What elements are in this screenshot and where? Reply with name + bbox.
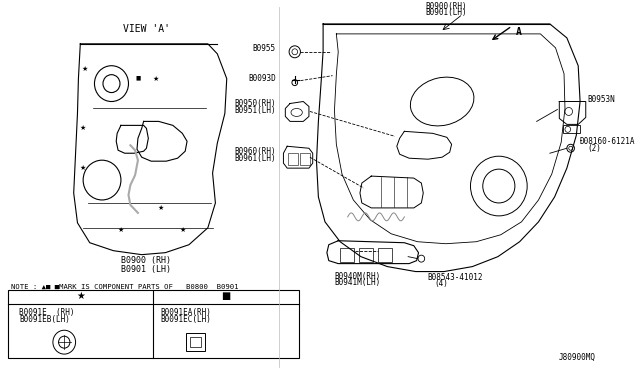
Text: B0953N: B0953N xyxy=(588,95,616,104)
Text: J80900MQ: J80900MQ xyxy=(558,353,595,362)
Bar xyxy=(190,337,201,347)
Bar xyxy=(300,153,310,165)
Bar xyxy=(563,125,580,133)
Text: B0091EC(LH): B0091EC(LH) xyxy=(161,315,211,324)
Text: B0093D: B0093D xyxy=(248,74,276,83)
Text: B0951(LH): B0951(LH) xyxy=(234,106,276,115)
Text: ■: ■ xyxy=(135,75,141,80)
Text: B0091EB(LH): B0091EB(LH) xyxy=(19,315,70,324)
Text: B08543-41012: B08543-41012 xyxy=(427,273,483,282)
Text: (4): (4) xyxy=(435,279,449,288)
Text: Ð08160-6121A: Ð08160-6121A xyxy=(580,137,636,146)
Text: B0955: B0955 xyxy=(253,44,276,53)
Text: ★: ★ xyxy=(79,125,85,131)
Text: NOTE : ▲■ ■MARK IS COMPONENT PARTS OF   B0800  B0901: NOTE : ▲■ ■MARK IS COMPONENT PARTS OF B0… xyxy=(12,283,239,289)
Text: B0960(RH): B0960(RH) xyxy=(234,147,276,156)
Text: ★: ★ xyxy=(118,227,124,233)
Text: ★: ★ xyxy=(153,76,159,81)
Bar xyxy=(8,291,298,358)
Text: ★: ★ xyxy=(82,66,88,72)
Bar xyxy=(378,248,392,262)
Text: B0950(RH): B0950(RH) xyxy=(234,99,276,108)
Text: B0091EA(RH): B0091EA(RH) xyxy=(161,308,211,317)
Text: A: A xyxy=(516,27,522,37)
Text: VIEW 'A': VIEW 'A' xyxy=(123,24,170,34)
Text: B0940M(RH): B0940M(RH) xyxy=(335,272,381,280)
Text: ★: ★ xyxy=(157,205,164,211)
Text: B0941M(LH): B0941M(LH) xyxy=(335,278,381,286)
Text: B0900 (RH): B0900 (RH) xyxy=(122,256,172,265)
Bar xyxy=(340,248,355,262)
Text: ■: ■ xyxy=(221,291,230,301)
Text: ★: ★ xyxy=(76,291,84,301)
Bar xyxy=(288,153,298,165)
Text: B0900(RH): B0900(RH) xyxy=(425,2,467,11)
Text: B0961(LH): B0961(LH) xyxy=(234,154,276,163)
Text: B0901(LH): B0901(LH) xyxy=(425,8,467,17)
Bar xyxy=(359,248,373,262)
Text: ★: ★ xyxy=(79,165,85,171)
Text: B0091E  (RH): B0091E (RH) xyxy=(19,308,74,317)
Bar xyxy=(186,333,205,351)
Text: B0901 (LH): B0901 (LH) xyxy=(122,265,172,274)
Text: ★: ★ xyxy=(179,227,186,233)
Text: (2): (2) xyxy=(588,144,602,153)
